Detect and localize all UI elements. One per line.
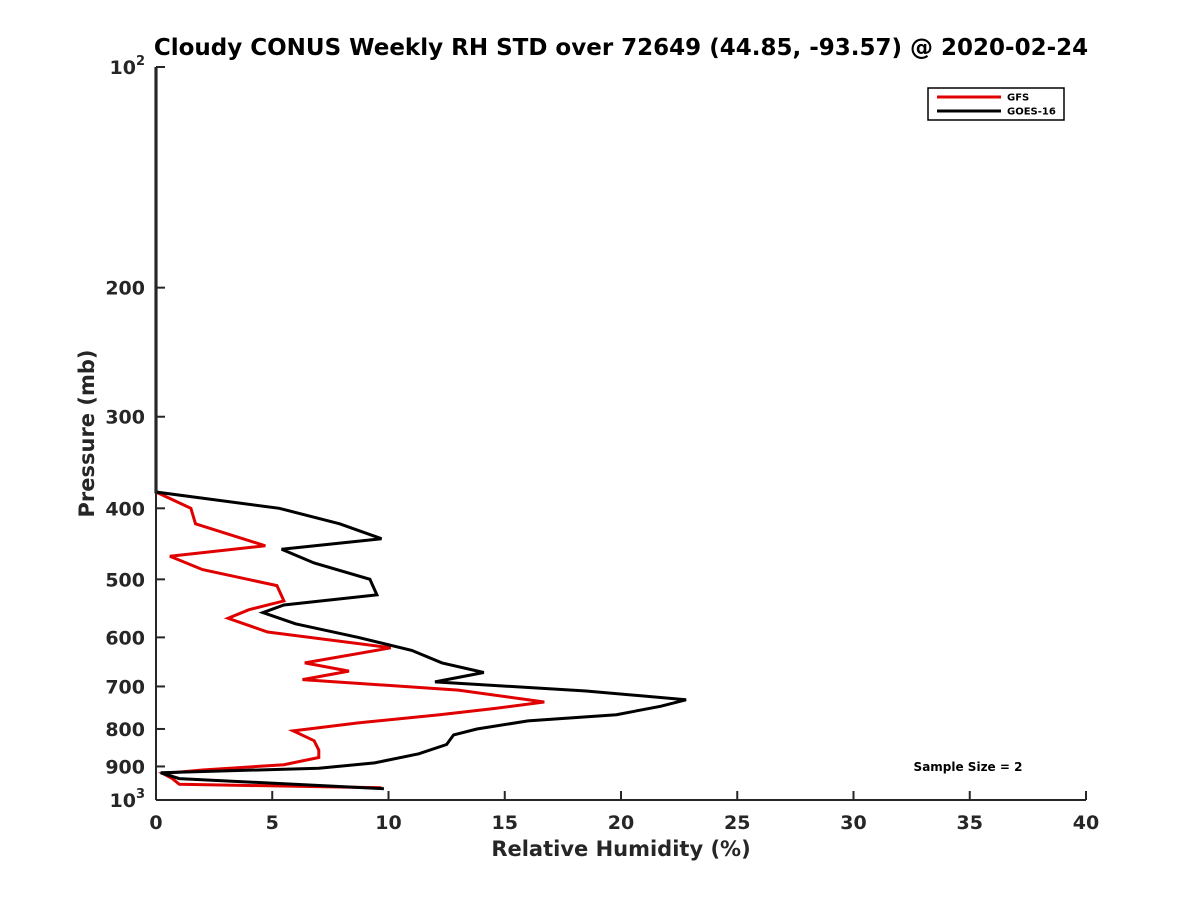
series-layer <box>154 67 687 791</box>
y-tick-label: 400 <box>105 498 145 520</box>
series-line-gfs <box>154 67 545 790</box>
plot-area: 0 5 10 15 20 25 30 35 40 102 200 300 400 500 600 700 80… <box>105 54 1099 834</box>
series-line-goes-16 <box>154 67 687 791</box>
legend-box <box>927 87 1065 121</box>
x-axis-ticks: 0 5 10 15 20 25 30 35 40 <box>149 791 1099 834</box>
y-tick-label: 103 <box>110 787 146 812</box>
sample-size-annotation: Sample Size = 2 <box>914 760 1023 774</box>
x-tick-label: 0 <box>149 812 162 834</box>
x-tick-label: 30 <box>840 812 866 834</box>
y-tick-label: 500 <box>105 569 145 591</box>
x-tick-label: 35 <box>957 812 983 834</box>
y-tick-label: 700 <box>105 676 145 698</box>
legend-label: GFS <box>1007 93 1029 104</box>
y-tick-label: 200 <box>105 278 145 300</box>
y-tick-label: 800 <box>105 719 145 741</box>
y-tick-label: 300 <box>105 407 145 429</box>
legend-label: GOES-16 <box>1007 107 1056 118</box>
chart-title: Cloudy CONUS Weekly RH STD over 72649 (4… <box>154 35 1088 61</box>
x-axis-label: Relative Humidity (%) <box>491 837 750 861</box>
legend: GFS GOES-16 <box>927 87 1065 121</box>
x-tick-label: 10 <box>375 812 401 834</box>
x-tick-label: 25 <box>724 812 750 834</box>
y-tick-label: 102 <box>110 54 146 79</box>
y-axis-label: Pressure (mb) <box>75 350 99 518</box>
x-tick-label: 40 <box>1073 812 1099 834</box>
y-axis-ticks: 102 200 300 400 500 600 700 800 900 103 <box>105 54 165 812</box>
y-tick-label: 600 <box>105 627 145 649</box>
x-tick-label: 5 <box>266 812 279 834</box>
x-tick-label: 15 <box>492 812 518 834</box>
y-tick-label: 900 <box>105 756 145 778</box>
x-tick-label: 20 <box>608 812 634 834</box>
